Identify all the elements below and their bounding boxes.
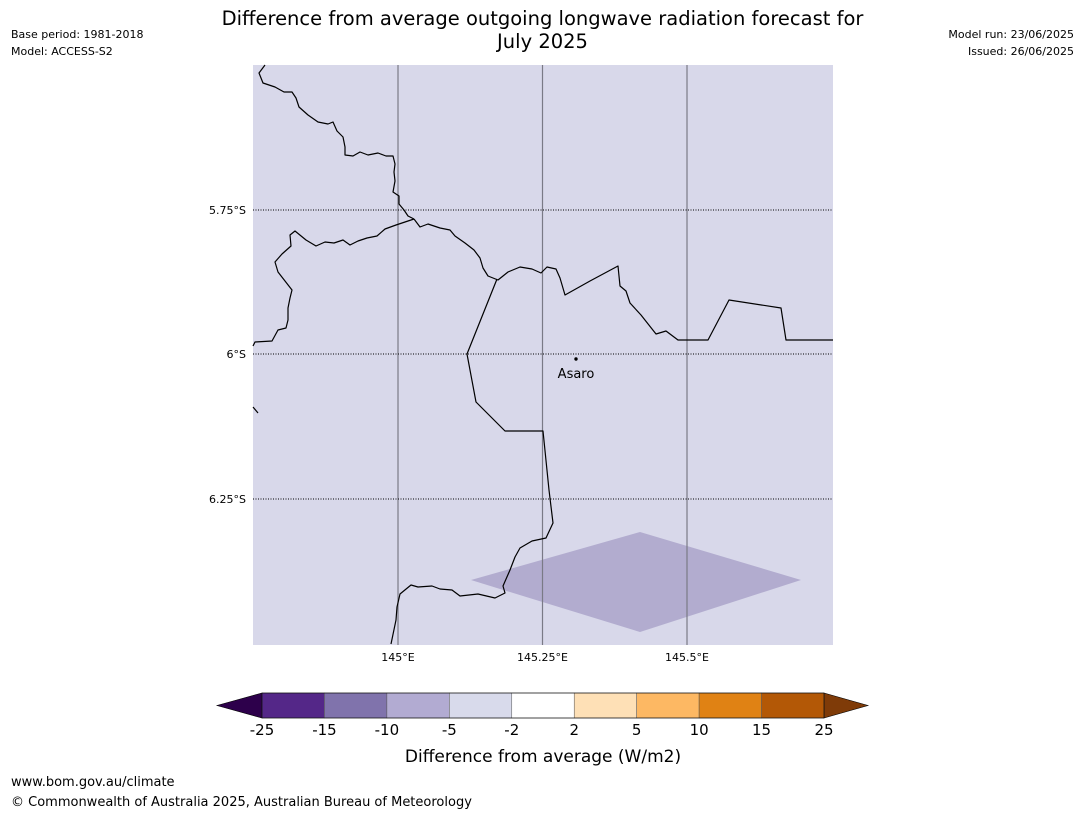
lon-label-145e: 145°E: [381, 651, 414, 664]
colorbar-tick-label: 10: [690, 721, 709, 739]
colorbar-segment: [573, 692, 637, 719]
boundary-north: [258, 64, 415, 220]
colorbar-segment: [449, 692, 513, 719]
header-left-info: Base period: 1981-2018 Model: ACCESS-S2: [11, 26, 143, 60]
colorbar-extend-high: [823, 692, 870, 719]
asaro-label: Asaro: [558, 367, 595, 382]
chart-title: Difference from average outgoing longwav…: [0, 7, 1085, 53]
chart-title-line1: Difference from average outgoing longwav…: [221, 7, 864, 30]
header-right-info: Model run: 23/06/2025 Issued: 26/06/2025: [948, 26, 1074, 60]
colorbar-segment: [761, 692, 825, 719]
colorbar-tick-label: -2: [504, 721, 519, 739]
boundary-west: [252, 218, 415, 347]
footer-copyright: © Commonwealth of Australia 2025, Austra…: [11, 795, 472, 810]
colorbar-tick-label: -5: [442, 721, 457, 739]
boundary-west-fragment: [252, 406, 259, 414]
lon-label-145-5e: 145.5°E: [665, 651, 709, 664]
footer-url: www.bom.gov.au/climate: [11, 775, 175, 790]
colorbar: -25 -15 -10 -5 -2 2 5 10 15 25: [215, 692, 870, 739]
colorbar-tick-label: -25: [250, 721, 275, 739]
anomaly-patch: [471, 532, 801, 632]
colorbar-tick-label: 5: [632, 721, 642, 739]
lat-label-6s: 6°S: [227, 348, 246, 361]
asaro-marker: [574, 357, 578, 361]
lon-tick-labels: 145°E 145.25°E 145.5°E: [381, 651, 709, 664]
lat-label-6-25s: 6.25°S: [209, 493, 246, 506]
colorbar-label: Difference from average (W/m2): [405, 747, 681, 767]
issued-text: Issued: 26/06/2025: [967, 45, 1074, 58]
meridian-lines: [397, 65, 688, 645]
colorbar-segment: [261, 692, 325, 719]
province-boundaries: [252, 64, 833, 645]
colorbar-segment: [511, 692, 575, 719]
colorbar-outline: [261, 692, 825, 719]
colorbar-segment: [698, 692, 762, 719]
model-run-text: Model run: 23/06/2025: [948, 28, 1074, 41]
lat-tick-labels: 5.75°S 6°S 6.25°S: [209, 204, 246, 506]
chart-title-line2: July 2025: [497, 30, 588, 53]
colorbar-segment: [636, 692, 700, 719]
colorbar-tick-label: 2: [569, 721, 579, 739]
colorbar-tick-label: 25: [814, 721, 833, 739]
colorbar-tick-label: 15: [752, 721, 771, 739]
base-period-text: Base period: 1981-2018: [11, 28, 144, 41]
model-text: Model: ACCESS-S2: [11, 45, 113, 58]
boundary-east: [413, 218, 833, 341]
colorbar-extend-low: [215, 692, 263, 719]
colorbar-segment: [324, 692, 388, 719]
lat-label-5-75s: 5.75°S: [209, 204, 246, 217]
lon-label-145-25e: 145.25°E: [517, 651, 568, 664]
colorbar-tick-label: -15: [312, 721, 337, 739]
colorbar-segment: [386, 692, 450, 719]
colorbar-tick-label: -10: [375, 721, 400, 739]
parallel-lines: [253, 209, 833, 500]
boundary-south: [390, 278, 554, 645]
